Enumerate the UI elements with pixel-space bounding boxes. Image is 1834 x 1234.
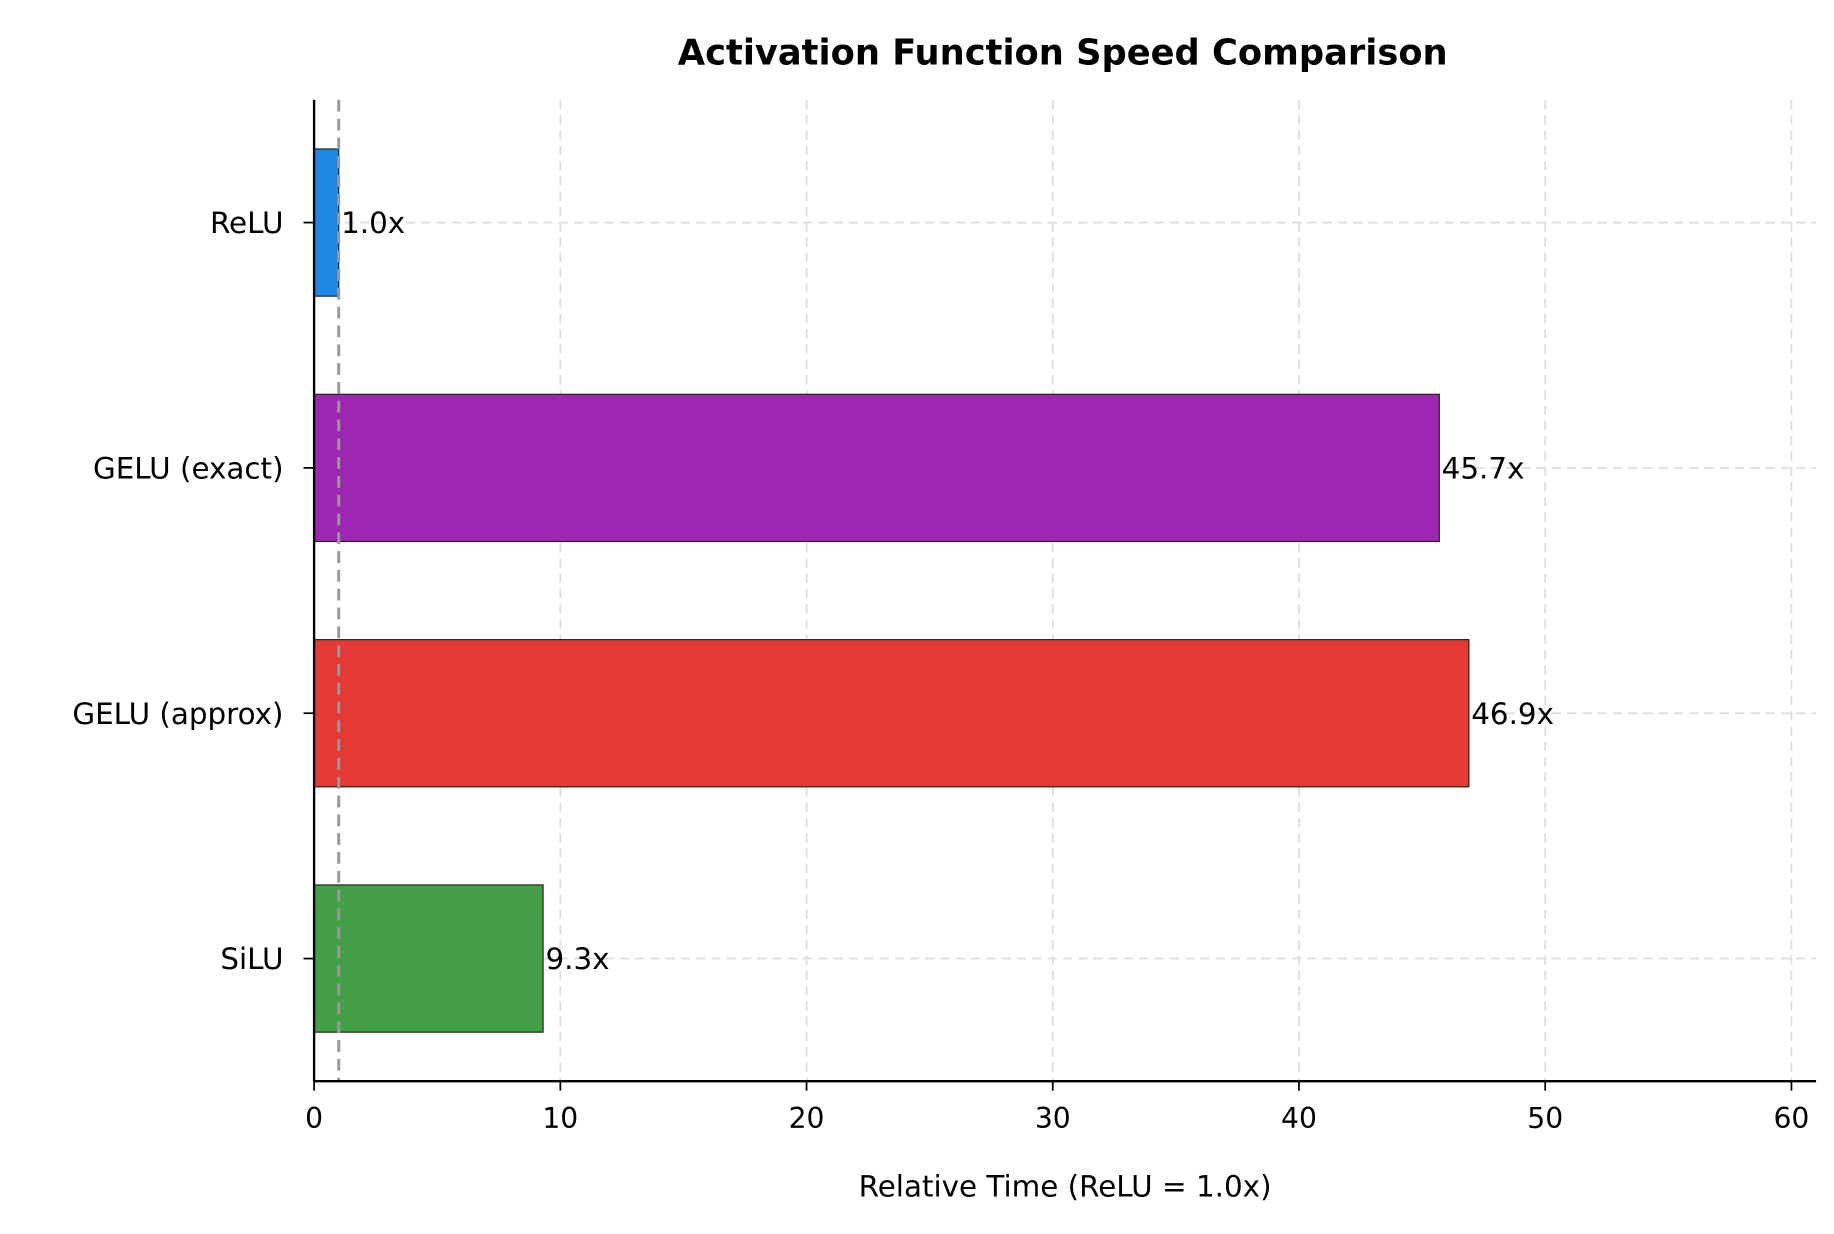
bar-silu (313, 884, 544, 1033)
x-tick-label: 40 (1281, 1102, 1317, 1135)
data-label: 46.9x (1471, 697, 1554, 731)
bar-relu (313, 148, 340, 297)
data-label: 9.3x (545, 942, 609, 976)
x-tick-label: 60 (1773, 1102, 1809, 1135)
x-tick-label: 50 (1527, 1102, 1563, 1135)
y-tick-label: ReLU (210, 206, 284, 240)
x-tick-label: 20 (789, 1102, 825, 1135)
axes: 0 10 20 30 40 50 60 ReLU GELU (exact) GELU (appro… (72, 99, 1817, 1135)
bar-gelu-exact- (313, 393, 1440, 543)
y-tick-label: GELU (approx) (72, 697, 283, 731)
bar-gelu-approx- (313, 639, 1470, 788)
data-label: 1.0x (341, 206, 405, 240)
x-tick-label: 10 (542, 1102, 578, 1135)
y-tick-label: SiLU (220, 942, 283, 976)
x-axis-label: Relative Time (ReLU = 1.0x) (859, 1169, 1272, 1203)
y-tick-label: GELU (exact) (93, 451, 284, 485)
chart-title: Activation Function Speed Comparison (678, 33, 1448, 74)
x-tick-label: 0 (305, 1102, 323, 1135)
data-label: 45.7x (1442, 451, 1525, 485)
bars: 1.0x 45.7x 46.9x 9.3x (313, 99, 1554, 1082)
x-tick-label: 30 (1035, 1102, 1071, 1135)
